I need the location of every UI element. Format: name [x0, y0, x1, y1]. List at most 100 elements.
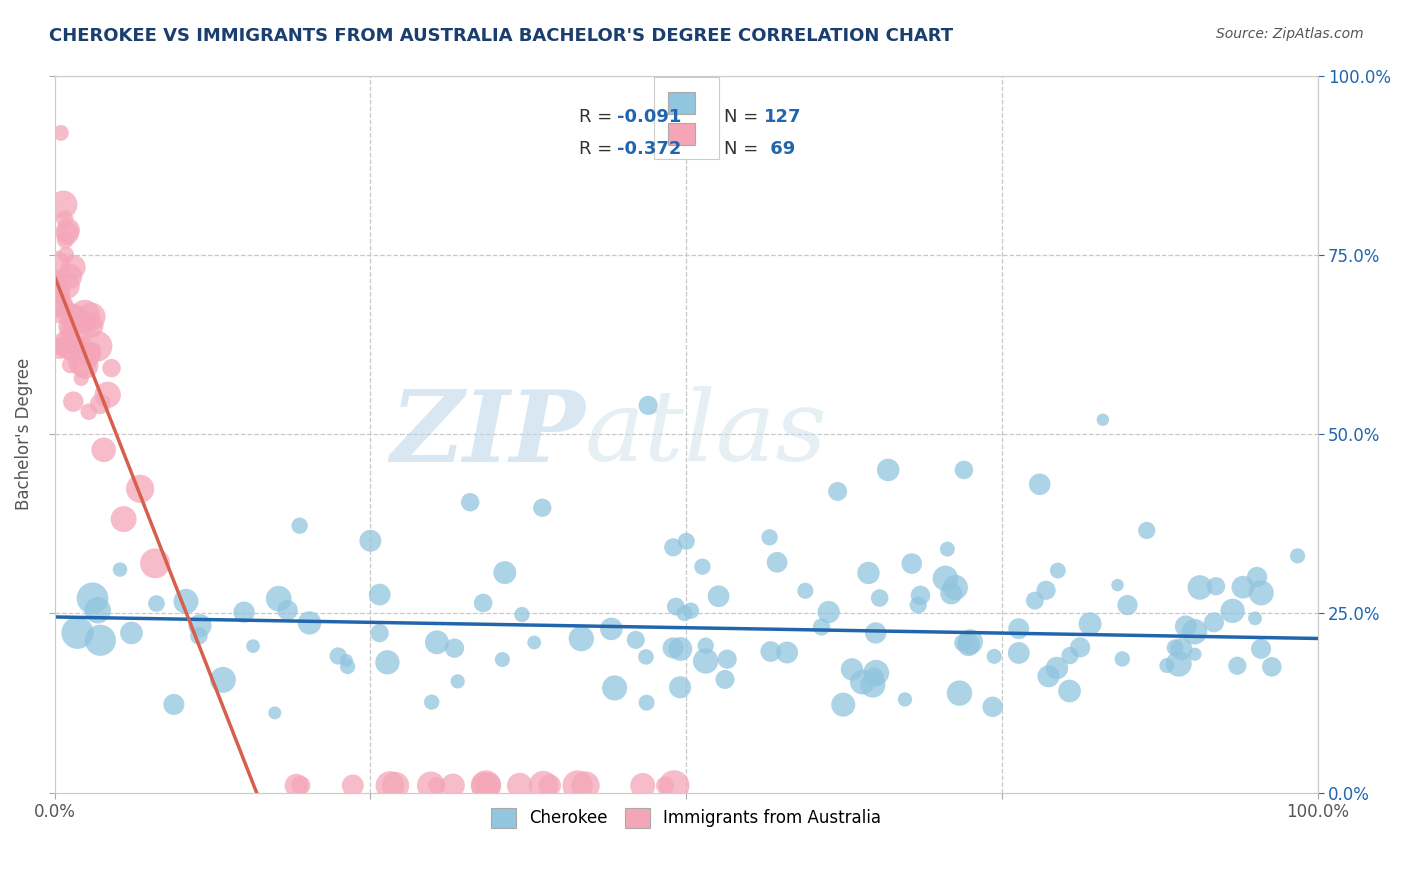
Point: [716, 652, 738, 666]
Point: [1078, 616, 1101, 631]
Point: [1232, 580, 1254, 594]
Point: [53, 211, 76, 226]
Point: [65, 320, 87, 334]
Point: [654, 779, 676, 793]
Text: N =: N =: [724, 140, 763, 158]
Point: [419, 779, 441, 793]
Text: R =: R =: [579, 140, 617, 158]
Point: [1205, 579, 1227, 593]
Point: [510, 607, 533, 622]
Point: [336, 659, 359, 673]
Point: [662, 541, 685, 555]
Point: [426, 635, 449, 649]
Point: [817, 605, 839, 619]
Point: [776, 646, 799, 660]
Point: [981, 699, 1004, 714]
Point: [669, 680, 692, 694]
Point: [56, 227, 79, 241]
Point: [342, 779, 364, 793]
Text: 69: 69: [765, 140, 796, 158]
Point: [328, 648, 350, 663]
Point: [441, 779, 464, 793]
Point: [46, 289, 69, 303]
Point: [1111, 652, 1133, 666]
Point: [46, 257, 69, 271]
Point: [810, 620, 832, 634]
Point: [673, 606, 696, 620]
Point: [832, 698, 855, 712]
Point: [1184, 624, 1206, 639]
Point: [1059, 684, 1081, 698]
Point: [75, 314, 97, 328]
Point: [1156, 658, 1178, 673]
Point: [662, 779, 685, 793]
Point: [46, 271, 69, 285]
Text: atlas: atlas: [585, 386, 828, 482]
Point: [1035, 583, 1057, 598]
Point: [1226, 658, 1249, 673]
Point: [869, 591, 891, 605]
Point: [865, 626, 887, 640]
Point: [86, 603, 108, 617]
Y-axis label: Bachelor's Degree: Bachelor's Degree: [15, 358, 32, 510]
Point: [80, 318, 103, 333]
Point: [368, 588, 391, 602]
Point: [1170, 642, 1192, 657]
Point: [1246, 570, 1268, 584]
Point: [477, 779, 499, 793]
Point: [675, 534, 697, 549]
Point: [953, 463, 976, 477]
Point: [1038, 669, 1060, 683]
Point: [894, 692, 917, 706]
Point: [46, 282, 69, 296]
Point: [174, 594, 197, 608]
Text: ZIP: ZIP: [389, 386, 585, 483]
Point: [1250, 586, 1272, 600]
Point: [56, 279, 79, 293]
Point: [1046, 564, 1069, 578]
Point: [574, 779, 596, 793]
Point: [983, 649, 1005, 664]
Point: [59, 269, 82, 284]
Point: [59, 319, 82, 334]
Point: [62, 394, 84, 409]
Point: [277, 603, 299, 617]
Point: [368, 626, 391, 640]
Point: [758, 530, 780, 544]
Point: [77, 405, 100, 419]
Point: [1008, 646, 1031, 660]
Point: [188, 618, 211, 632]
Point: [1174, 619, 1197, 633]
Point: [108, 563, 131, 577]
Point: [46, 299, 69, 313]
Point: [212, 673, 235, 687]
Point: [49, 126, 72, 140]
Point: [637, 398, 659, 412]
Text: -0.372: -0.372: [617, 140, 681, 158]
Point: [1167, 657, 1189, 671]
Point: [1261, 660, 1284, 674]
Point: [600, 622, 623, 636]
Text: Source: ZipAtlas.com: Source: ZipAtlas.com: [1216, 27, 1364, 41]
Point: [714, 673, 737, 687]
Point: [384, 779, 406, 793]
Point: [662, 640, 685, 655]
Point: [472, 596, 495, 610]
Point: [63, 310, 86, 324]
Point: [51, 298, 73, 312]
Point: [163, 698, 186, 712]
Point: [335, 653, 357, 667]
Point: [89, 397, 111, 411]
Point: [89, 633, 111, 648]
Point: [73, 308, 96, 322]
Point: [1164, 640, 1187, 655]
Point: [285, 779, 308, 793]
Text: R =: R =: [579, 108, 617, 126]
Point: [267, 591, 290, 606]
Point: [941, 586, 963, 600]
Point: [665, 599, 688, 614]
Point: [82, 591, 104, 606]
Point: [1059, 648, 1081, 663]
Point: [827, 484, 849, 499]
Point: [75, 359, 97, 373]
